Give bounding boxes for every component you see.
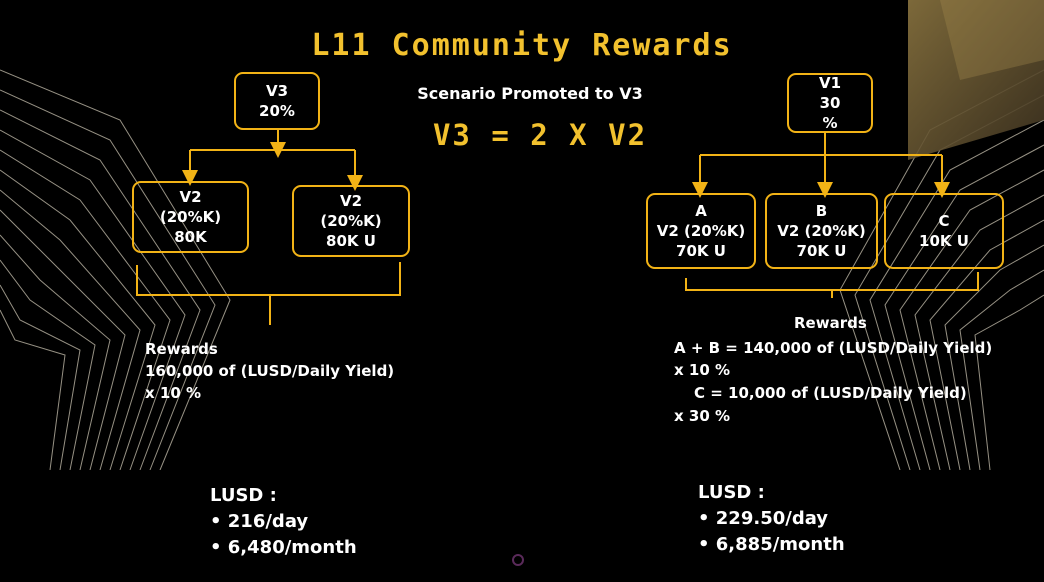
node-v1: V1 30 %	[787, 73, 873, 133]
left-lusd-label: LUSD :	[210, 485, 277, 506]
node-v3-percent: 20%	[259, 102, 295, 120]
left-lusd: LUSD : • 216/day • 6,480/month	[210, 483, 357, 561]
formula-text: V3 = 2 X V2	[432, 118, 648, 152]
right-rewards-label: Rewards	[794, 314, 867, 332]
right-rewards-c-rate: x 30 %	[674, 407, 731, 425]
left-lusd-item: • 216/day	[210, 511, 309, 532]
right-rewards-ab-rate: x 10 %	[674, 361, 731, 379]
right-lusd: LUSD : • 229.50/day • 6,885/month	[698, 480, 845, 558]
right-lusd-label: LUSD :	[698, 482, 765, 503]
left-rewards-amount: 160,000 of (LUSD/Daily Yield)	[145, 362, 395, 380]
node-b: B V2 (20%K) 70K U	[765, 193, 878, 269]
left-rewards: Rewards 160,000 of (LUSD/Daily Yield) x …	[145, 338, 394, 404]
gold-corner-shape	[908, 0, 1044, 160]
right-lusd-item: • 6,885/month	[698, 534, 845, 555]
left-lusd-item: • 6,480/month	[210, 537, 357, 558]
node-v3: V3 20%	[234, 72, 320, 130]
slide-indicator-dot	[512, 554, 524, 566]
right-rewards-c: C = 10,000 of (LUSD/Daily Yield)	[694, 384, 967, 402]
page-title: L11 Community Rewards	[311, 28, 733, 63]
node-v2-left-1: V2 (20%K) 80K	[132, 181, 249, 253]
node-v2-left-2: V2 (20%K) 80K U	[292, 185, 410, 257]
left-rewards-rate: x 10 %	[145, 384, 202, 402]
scenario-label: Scenario Promoted to V3	[417, 84, 643, 103]
node-v3-label: V3	[265, 82, 289, 100]
right-lusd-item: • 229.50/day	[698, 508, 829, 529]
node-c: C 10K U	[884, 193, 1004, 269]
left-rewards-label: Rewards	[145, 340, 218, 358]
left-line-pattern	[0, 69, 231, 471]
right-rewards-ab: A + B = 140,000 of (LUSD/Daily Yield)	[674, 339, 993, 357]
node-a: A V2 (20%K) 70K U	[646, 193, 756, 269]
